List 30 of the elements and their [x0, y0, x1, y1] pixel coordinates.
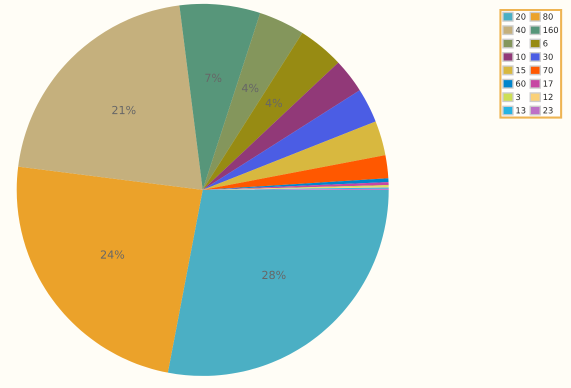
legend-label: 160: [544, 26, 558, 34]
pie-slice: [202, 32, 338, 190]
pie-slice: [168, 190, 389, 376]
legend-label: 15: [516, 67, 526, 74]
legend-label: 70: [543, 66, 553, 74]
legend-label: 40: [516, 26, 526, 34]
legend-label: 20: [516, 13, 526, 20]
legend-label: 17: [544, 80, 553, 87]
legend-label: 13: [516, 107, 526, 114]
legend-label: 23: [543, 107, 553, 114]
legend-label: 30: [543, 54, 553, 60]
data-label: 24%: [100, 250, 124, 259]
data-label: 28%: [262, 270, 286, 280]
pie-slice: [202, 155, 388, 190]
legend-label: 80: [543, 13, 553, 20]
pie-slice: [202, 62, 360, 190]
pie-slice: [202, 178, 389, 190]
legend-label: 10: [516, 54, 526, 60]
data-label: 4%: [266, 98, 282, 108]
pie-slice: [16, 166, 203, 373]
legend-label: 3: [516, 94, 520, 100]
pie-slice: [18, 5, 203, 190]
legend-label: 6: [543, 40, 548, 46]
pie-slice: [202, 13, 302, 190]
legend-label: 12: [544, 94, 552, 100]
pie-slice: [202, 121, 386, 190]
legend-label: 60: [516, 80, 526, 87]
pie-slice: [179, 4, 260, 190]
legend-label: 2: [516, 40, 520, 46]
data-label: 21%: [112, 106, 136, 114]
